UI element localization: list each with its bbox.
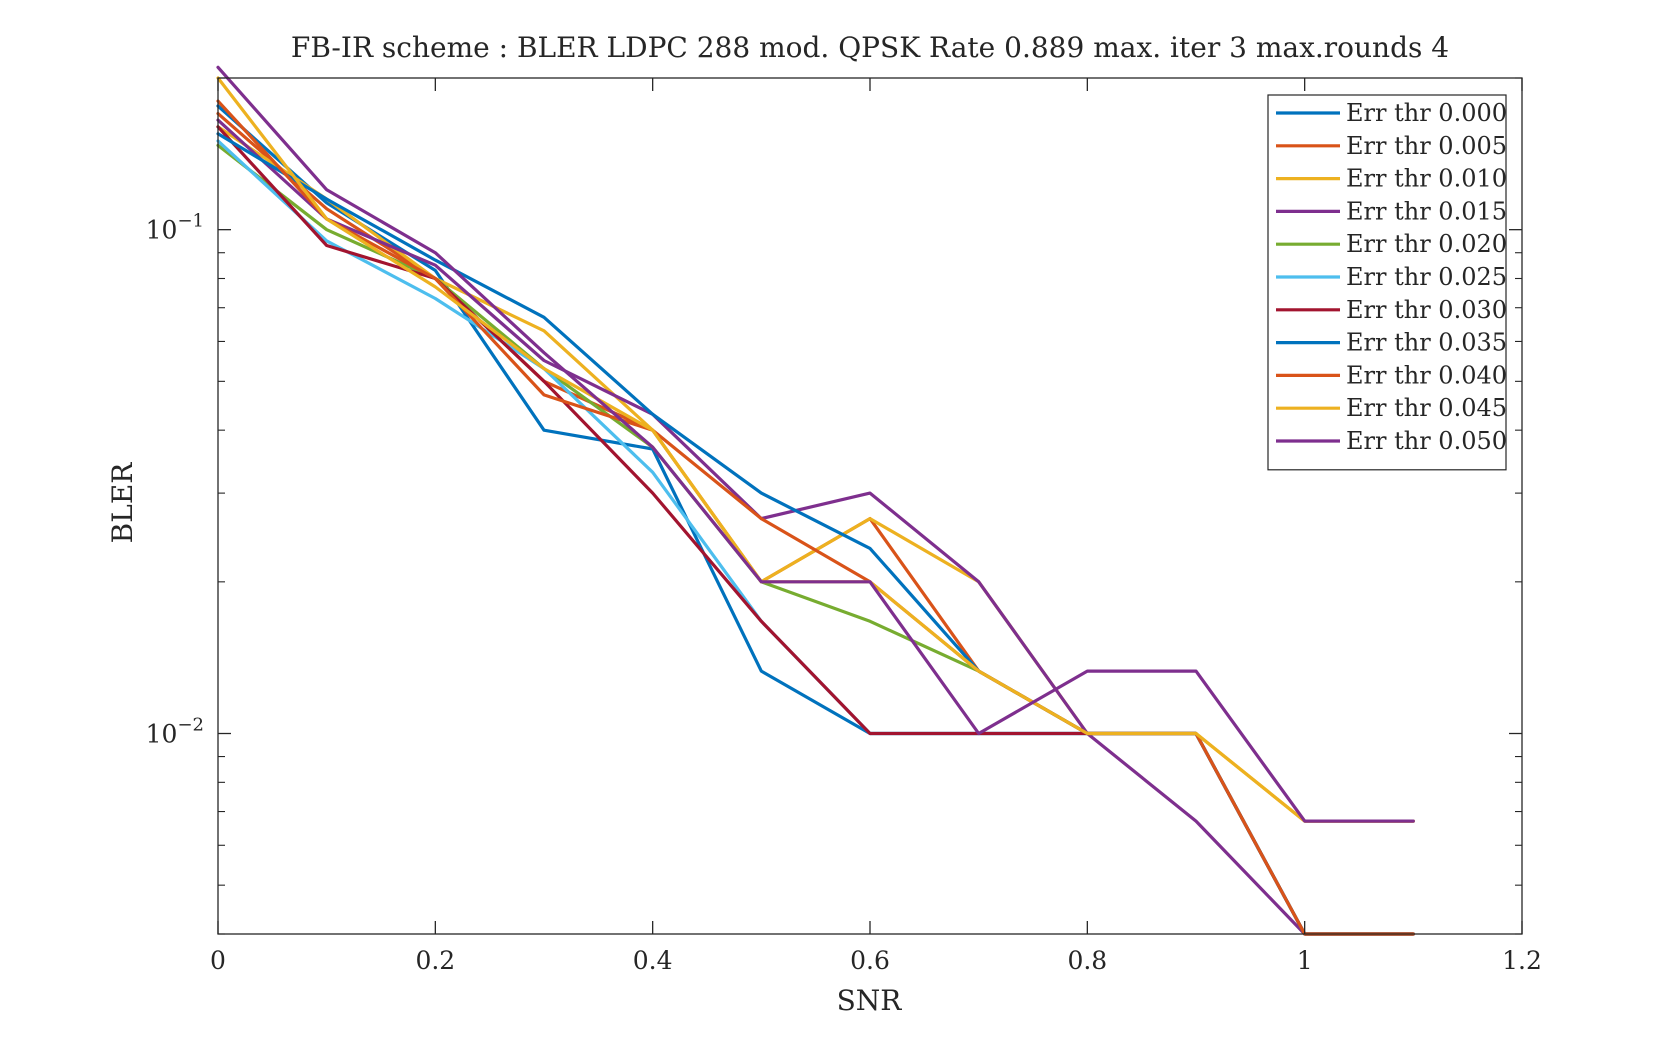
series-line-8 <box>216 99 1415 936</box>
legend-label-6: Err thr 0.030 <box>1346 296 1507 324</box>
legend-label-0: Err thr 0.000 <box>1346 99 1507 127</box>
y-tick-label: 10−2 <box>146 715 204 749</box>
legend-label-2: Err thr 0.010 <box>1346 165 1507 193</box>
legend-label-4: Err thr 0.020 <box>1346 230 1507 258</box>
series-line-10 <box>216 65 1415 823</box>
x-tick-label: 1 <box>1297 946 1313 975</box>
x-tick-label: 1.2 <box>1502 946 1542 975</box>
legend-label-5: Err thr 0.025 <box>1346 263 1507 291</box>
y-tick-label: 10−1 <box>146 211 204 245</box>
legend-label-8: Err thr 0.040 <box>1346 361 1507 389</box>
legend-label-9: Err thr 0.045 <box>1346 394 1507 422</box>
legend-label-7: Err thr 0.035 <box>1346 329 1507 357</box>
legend-label-1: Err thr 0.005 <box>1346 132 1507 160</box>
x-tick-label: 0 <box>210 946 226 975</box>
x-axis-label: SNR <box>837 984 903 1017</box>
series-layer <box>216 65 1415 936</box>
series-line-3 <box>216 118 1415 936</box>
x-tick-label: 0.8 <box>1067 946 1107 975</box>
ticks-layer: 0 0.2 0.4 0.6 0.8 1 1.2 10−1 10−2 <box>146 77 1542 975</box>
legend-label-3: Err thr 0.015 <box>1346 197 1507 225</box>
x-tick-label: 0.2 <box>415 946 455 975</box>
x-tick-label: 0.6 <box>850 946 890 975</box>
legend: Err thr 0.000 Err thr 0.005 Err thr 0.010 E… <box>1267 94 1507 471</box>
y-axis-label: BLER <box>106 462 139 544</box>
chart-title: FB-IR scheme : BLER LDPC 288 mod. QPSK R… <box>291 31 1449 64</box>
x-tick-label: 0.4 <box>633 946 673 975</box>
legend-label-10: Err thr 0.050 <box>1346 427 1507 455</box>
